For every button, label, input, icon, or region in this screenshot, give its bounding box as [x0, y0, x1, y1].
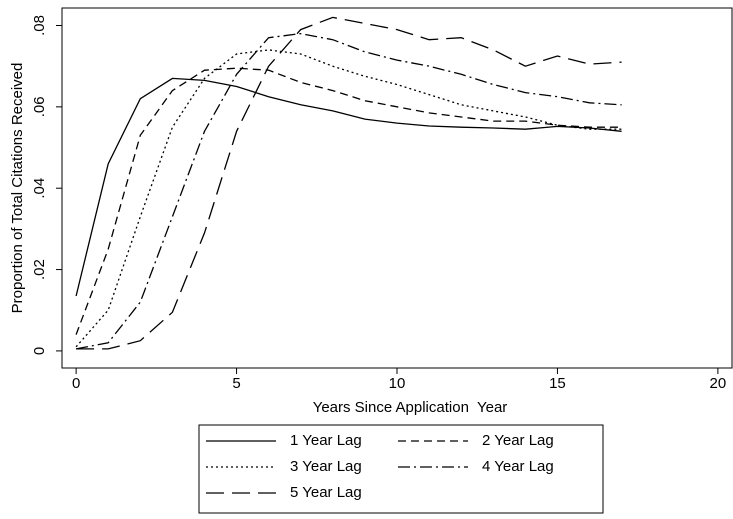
y-tick-label: .08 [31, 15, 48, 36]
y-tick-label: .02 [31, 259, 48, 280]
series-line [76, 16, 622, 350]
y-axis-title: Proportion of Total Citations Received [9, 63, 26, 314]
plot-frame [61, 7, 733, 369]
y-tick-label: 0 [31, 347, 48, 355]
legend-label: 2 Year Lag [482, 432, 554, 449]
x-tick-label: 0 [72, 375, 80, 392]
legend-frame [198, 424, 604, 514]
x-tick-label: 10 [389, 375, 406, 392]
y-tick-label: .04 [31, 178, 48, 199]
series-line [75, 49, 622, 348]
series-line [75, 67, 622, 335]
x-tick-label: 15 [549, 375, 566, 392]
y-tick-label: .06 [31, 96, 48, 117]
legend-label: 5 Year Lag [290, 484, 362, 501]
x-tick-label: 5 [232, 375, 240, 392]
x-tick-label: 20 [710, 375, 727, 392]
series-line [75, 77, 622, 297]
legend-label: 4 Year Lag [482, 458, 554, 475]
legend-label: 1 Year Lag [290, 432, 362, 449]
series-line [75, 32, 622, 350]
x-axis-title: Years Since Application Year [313, 399, 508, 416]
legend-label: 3 Year Lag [290, 458, 362, 475]
